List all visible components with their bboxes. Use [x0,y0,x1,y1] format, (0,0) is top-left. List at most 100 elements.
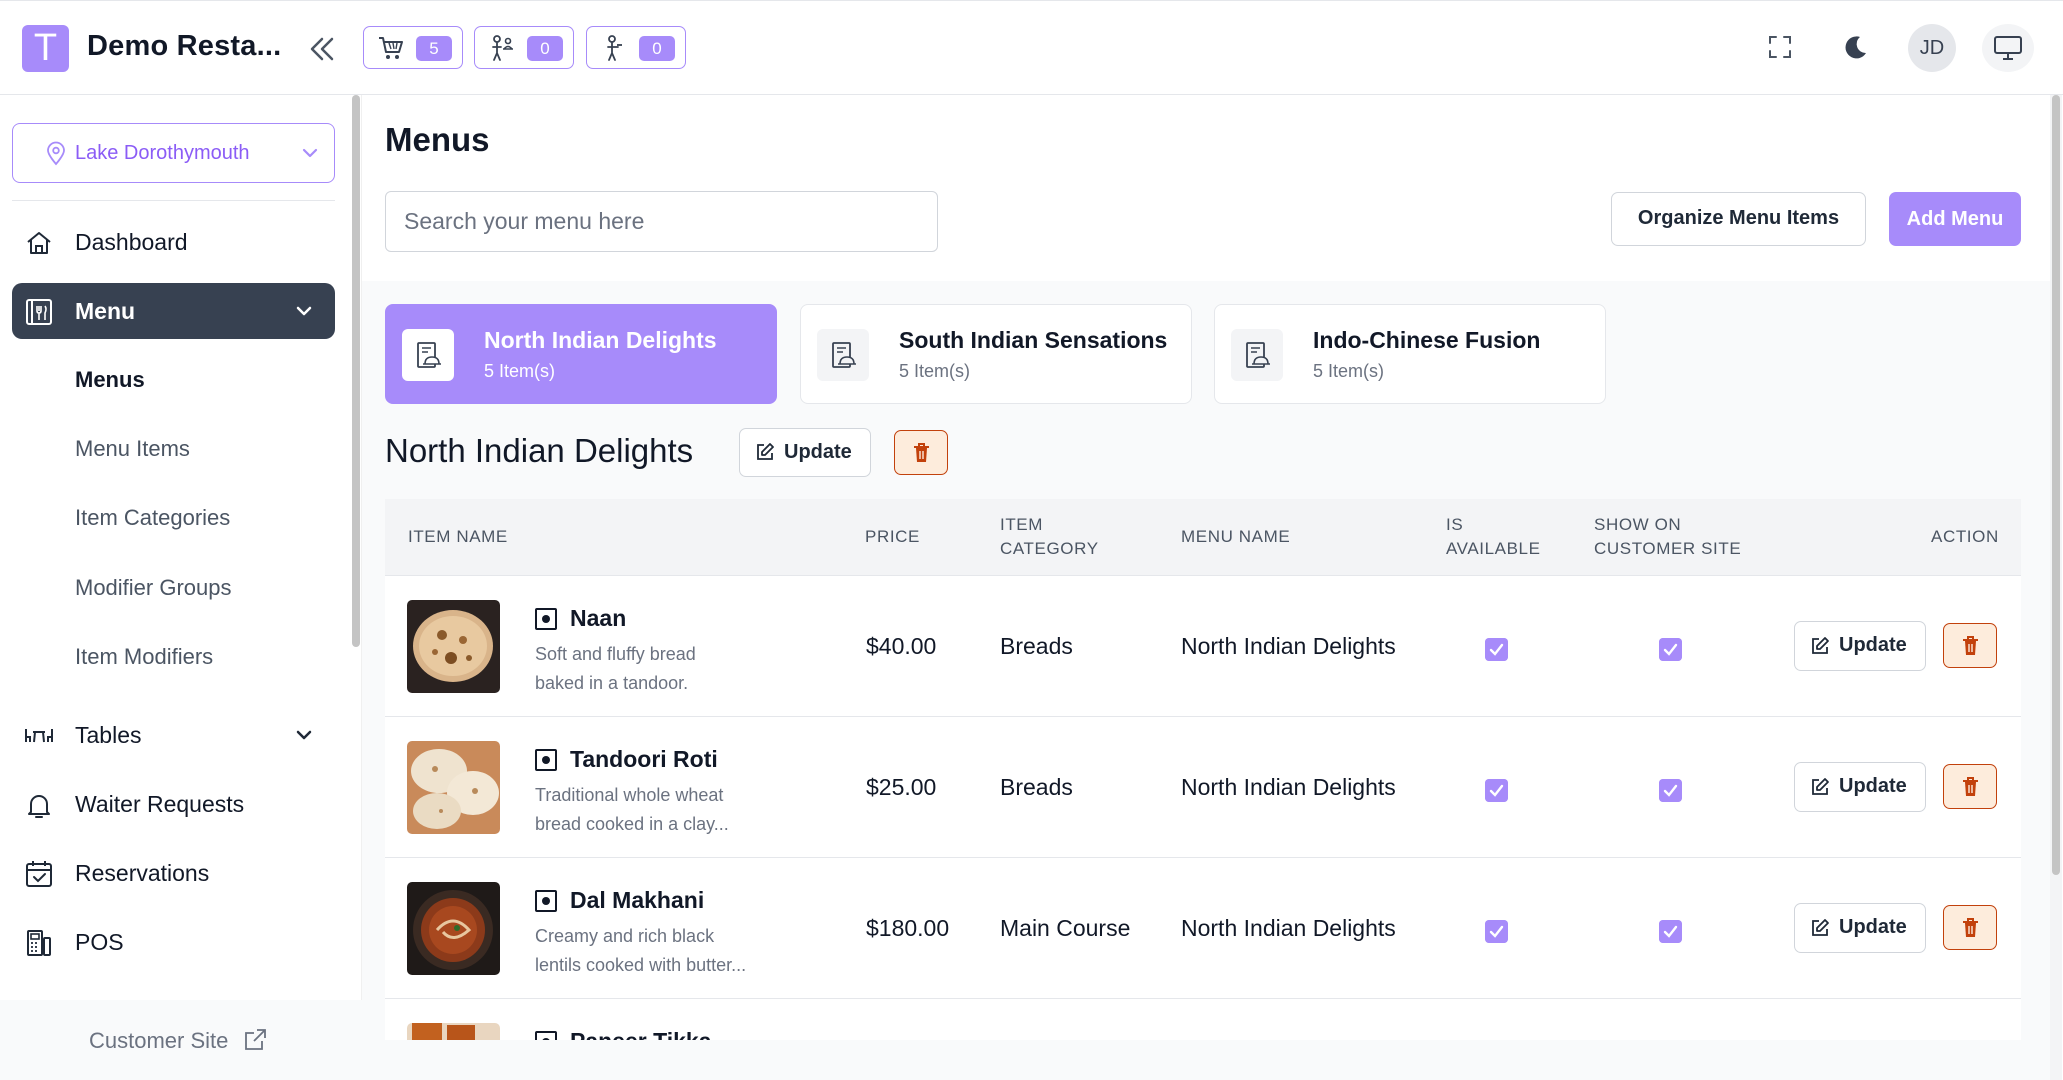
sidebar-scrollbar[interactable] [352,95,360,995]
th-is-available: IS AVAILABLE [1446,515,1541,558]
item-category: Breads [1000,774,1073,800]
edit-icon [1812,778,1829,795]
menu-card-count: 5 Item(s) [899,361,971,381]
table-row: Paneer Tikka [385,998,2021,1040]
page-title: Menus [385,121,490,158]
menu-doc-icon [417,342,441,368]
calendar-check-icon [26,861,52,887]
sidebar-subitem-menus[interactable]: Menus [75,367,145,392]
th-action: ACTION [1931,527,1999,546]
top-bar: T Demo Resta... 5 0 0 JD [0,0,2063,95]
menu-card-indo-chinese[interactable]: Indo-Chinese Fusion 5 Item(s) [1214,304,1606,404]
table-footer-area [385,1040,2021,1080]
table-icon [25,729,53,743]
sidebar-item-label: Reservations [75,860,210,886]
main-scrollbar[interactable] [2050,95,2062,1080]
table-row: Tandoori Roti Traditional whole wheat br… [385,716,2021,857]
item-image-tandoori-roti [407,741,500,834]
sidebar-item-menu[interactable]: Menu [12,283,335,339]
sidebar-divider [12,200,335,201]
item-menu-name: North Indian Delights [1181,774,1396,800]
sidebar-subitem-item-categories[interactable]: Item Categories [75,505,231,530]
show-on-site-checkbox[interactable] [1659,920,1682,943]
display-mode-button[interactable] [1982,24,2034,72]
waiter-count: 0 [639,36,675,61]
show-on-site-checkbox[interactable] [1659,779,1682,802]
update-menu-button[interactable]: Update [739,428,871,477]
item-price: $25.00 [866,774,937,800]
item-name: Naan [570,605,627,631]
trash-icon [1963,918,1978,937]
bell-icon [28,795,50,818]
veg-indicator-icon [535,1031,557,1040]
th-item-name: ITEM NAME [408,527,508,546]
menu-doc-icon [832,342,856,368]
row-delete-button[interactable] [1943,905,1997,950]
sidebar-item-label: Dashboard [75,229,188,255]
menu-search-input[interactable] [385,191,938,252]
menu-card-name: North Indian Delights [484,327,717,353]
row-update-label: Update [1839,634,1907,656]
sidebar-item-reservations[interactable]: Reservations [12,845,335,901]
cart-counter-button[interactable]: 5 [363,26,463,69]
item-image-dal-makhani [407,882,500,975]
row-update-button[interactable]: Update [1794,621,1926,671]
menu-items-table: ITEM NAME PRICE ITEM CATEGORY MENU NAME … [385,499,2021,1040]
dark-mode-moon-icon[interactable] [1838,29,1874,65]
th-show-on-customer-site: SHOW ON CUSTOMER SITE [1594,515,1742,558]
sidebar-subitem-menu-items[interactable]: Menu Items [75,436,190,461]
item-description: Traditional whole wheat bread cooked in … [535,785,729,834]
waiter-request-counter-button[interactable]: 0 [474,26,574,69]
waiter-request-count: 0 [527,36,563,61]
is-available-checkbox[interactable] [1485,779,1508,802]
item-category: Main Course [1000,915,1131,941]
sidebar-item-tables[interactable]: Tables [12,707,335,763]
sidebar-item-waiter-requests[interactable]: Waiter Requests [12,776,335,832]
row-update-button[interactable]: Update [1794,903,1926,953]
selected-menu-title: North Indian Delights [385,432,694,469]
item-menu-name: North Indian Delights [1181,633,1396,659]
item-price: $180.00 [866,915,950,941]
cart-icon [379,37,403,59]
external-link-icon [245,1029,266,1050]
is-available-checkbox[interactable] [1485,638,1508,661]
item-name: Tandoori Roti [570,746,718,772]
organize-menu-items-button[interactable]: Organize Menu Items [1611,192,1866,246]
menu-card-name: Indo-Chinese Fusion [1313,327,1541,353]
monitor-icon [1994,36,2022,60]
item-price: $40.00 [866,633,937,659]
row-update-button[interactable]: Update [1794,762,1926,812]
item-description: Creamy and rich black lentils cooked wit… [535,926,747,975]
veg-indicator-icon [535,890,557,912]
sidebar-item-dashboard[interactable]: Dashboard [12,214,335,270]
sidebar-item-pos[interactable]: POS [12,914,335,970]
item-category: Breads [1000,633,1073,659]
show-on-site-checkbox[interactable] [1659,638,1682,661]
waiter-request-icon [492,35,513,61]
user-avatar[interactable]: JD [1908,24,1956,72]
menu-card-count: 5 Item(s) [484,361,556,381]
is-available-checkbox[interactable] [1485,920,1508,943]
row-delete-button[interactable] [1943,623,1997,668]
menu-card-north-indian[interactable]: North Indian Delights 5 Item(s) [385,304,777,404]
app-title: Demo Resta... [87,30,282,62]
trash-icon [914,443,929,462]
update-menu-label: Update [784,441,852,463]
delete-menu-button[interactable] [894,430,948,475]
customer-site-link[interactable]: Customer Site [0,1000,362,1080]
trash-icon [1963,636,1978,655]
waiter-counter-button[interactable]: 0 [586,26,686,69]
sidebar-subitem-modifier-groups[interactable]: Modifier Groups [75,575,232,600]
location-select[interactable]: Lake Dorothymouth [12,123,335,183]
row-delete-button[interactable] [1943,764,1997,809]
menu-card-south-indian[interactable]: South Indian Sensations 5 Item(s) [800,304,1192,404]
sidebar-item-label: Tables [75,722,142,748]
waiter-icon [607,35,622,61]
chevron-down-icon [296,306,312,316]
add-menu-button[interactable]: Add Menu [1889,192,2021,246]
sidebar: Lake Dorothymouth Dashboard Menu Menus M… [0,95,362,1080]
sidebar-subitem-item-modifiers[interactable]: Item Modifiers [75,644,214,669]
collapse-sidebar-icon[interactable] [304,31,340,67]
fullscreen-icon[interactable] [1762,29,1798,65]
chevron-down-icon [296,730,312,740]
